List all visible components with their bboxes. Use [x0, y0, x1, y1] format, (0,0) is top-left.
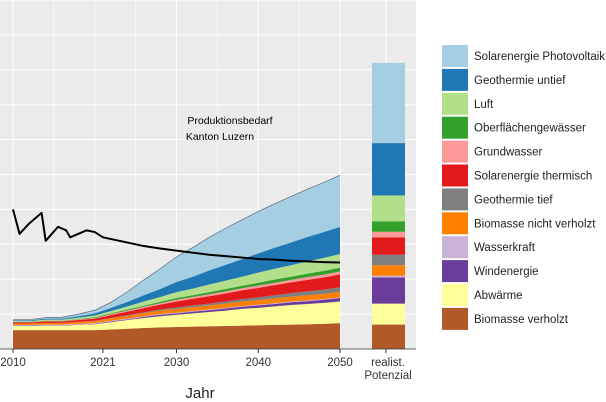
legend-key-grundwasser — [442, 140, 468, 163]
potential-segment-biomasse-nicht-verholzt — [372, 265, 405, 276]
legend-key-geothermie-untief — [442, 68, 468, 91]
legend-label: Windenergie — [474, 266, 539, 278]
potential-segment-wasserkraft — [372, 275, 405, 278]
legend-label: Geothermie untief — [474, 75, 566, 87]
legend-key-luft — [442, 92, 468, 115]
legend-label: Geothermie tief — [474, 194, 553, 206]
potential-segment-solarenergie-thermisch — [372, 237, 405, 255]
potential-segment-biomasse-verholzt — [372, 324, 405, 349]
potential-segment-solarenergie-photovoltaik — [372, 62, 405, 144]
legend-label: Grundwasser — [474, 147, 543, 159]
legend-label: Luft — [474, 99, 494, 111]
x-tick-label: 2021 — [90, 357, 116, 369]
legend-label: Solarenergie Photovoltaik — [474, 51, 605, 63]
potential-bar-label: Potenzial — [364, 370, 411, 382]
demand-line — [12, 209, 341, 264]
legend-label: Abwärme — [474, 290, 523, 302]
legend: Solarenergie Photovoltaik Geothermie unti… — [442, 45, 605, 330]
legend-label: Biomasse verholzt — [474, 314, 569, 326]
potential-segment-windenergie — [372, 277, 405, 304]
x-axis-title: Jahr — [185, 385, 214, 402]
x-tick-label: 2010 — [0, 357, 26, 369]
stacked-areas — [13, 174, 341, 349]
x-tick-label: 2050 — [327, 357, 353, 369]
legend-key-abw-rme — [442, 284, 468, 306]
potential-segment-abw-rme — [372, 303, 405, 325]
legend-key-biomasse-nicht-verholzt — [442, 212, 468, 235]
annotation-label: Kanton Luzern — [186, 131, 254, 143]
legend-key-solarenergie-thermisch — [442, 164, 468, 187]
potential-segment-oberfl-chengew-sser — [372, 221, 405, 232]
legend-label: Wasserkraft — [474, 242, 536, 254]
potential-segment-luft — [372, 195, 405, 222]
x-tick-label: 2030 — [164, 357, 190, 369]
potential-bar — [372, 62, 405, 349]
potential-segment-geothermie-tief — [372, 254, 405, 266]
legend-key-solarenergie-photovoltaik — [442, 45, 468, 67]
area-total-outline — [13, 174, 341, 321]
area-abw-rme — [13, 301, 340, 331]
legend-key-windenergie — [442, 260, 468, 283]
legend-key-geothermie-tief — [442, 188, 468, 211]
annotation: Produktionsbedarf Kanton Luzern — [186, 115, 273, 143]
x-axis: 2010 2021 2030 2040 2050 realist.Potenzial — [0, 348, 416, 382]
legend-key-oberfl-chengew-sser — [442, 116, 468, 139]
legend-key-biomasse-verholzt — [442, 307, 468, 330]
x-tick-label: 2040 — [245, 357, 271, 369]
potential-segment-geothermie-untief — [372, 143, 405, 196]
legend-key-wasserkraft — [442, 236, 468, 259]
potential-bar-label: realist. — [371, 357, 405, 369]
annotation-label: Produktionsbedarf — [187, 115, 272, 127]
area-biomasse-verholzt — [13, 323, 340, 349]
legend-label: Solarenergie thermisch — [474, 171, 592, 183]
potential-segment-grundwasser — [372, 231, 405, 238]
line-produktionsbedarf — [12, 209, 341, 264]
legend-label: Oberflächengewässer — [474, 123, 586, 135]
legend-label: Biomasse nicht verholzt — [474, 218, 596, 230]
